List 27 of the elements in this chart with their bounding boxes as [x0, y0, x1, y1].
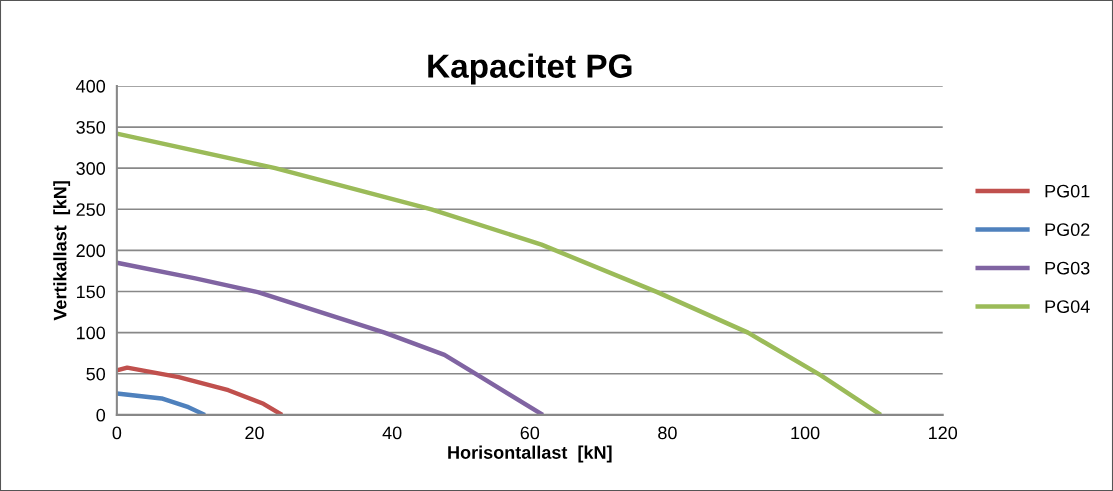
line-series	[116, 391, 208, 415]
x-tick-label: 80	[658, 426, 677, 440]
y-tick-label: 200	[76, 244, 106, 258]
y-tick-label: 100	[77, 326, 106, 340]
legend-label: PG01	[1045, 184, 1090, 198]
line-series	[116, 131, 883, 415]
x-tick-label: 20	[245, 426, 264, 440]
line-series	[116, 365, 285, 415]
y-axis-title: Vertikallast [kN]	[53, 181, 71, 321]
x-axis-title: Horisontallast [kN]	[448, 445, 612, 463]
legend-label: PG02	[1045, 223, 1090, 237]
legend-label: PG03	[1045, 261, 1090, 275]
legend-label: PG04	[1045, 300, 1090, 313]
line-series	[116, 260, 546, 415]
y-tick-label: 150	[77, 285, 106, 299]
x-tick-label: 120	[929, 426, 958, 440]
x-tick-label: 100	[791, 426, 820, 440]
y-tick-label: 350	[76, 120, 106, 134]
y-tick-label: 50	[86, 367, 106, 381]
x-tick-label: 0	[112, 426, 122, 440]
y-tick-label: 250	[76, 203, 106, 217]
x-tick-label: 60	[520, 426, 540, 440]
y-tick-label: 400	[76, 79, 106, 93]
chart-title: Kapacitet PG	[428, 53, 632, 85]
y-tick-label: 300	[76, 162, 106, 175]
x-tick-label: 40	[382, 426, 402, 440]
y-tick-label: 0	[96, 408, 106, 422]
